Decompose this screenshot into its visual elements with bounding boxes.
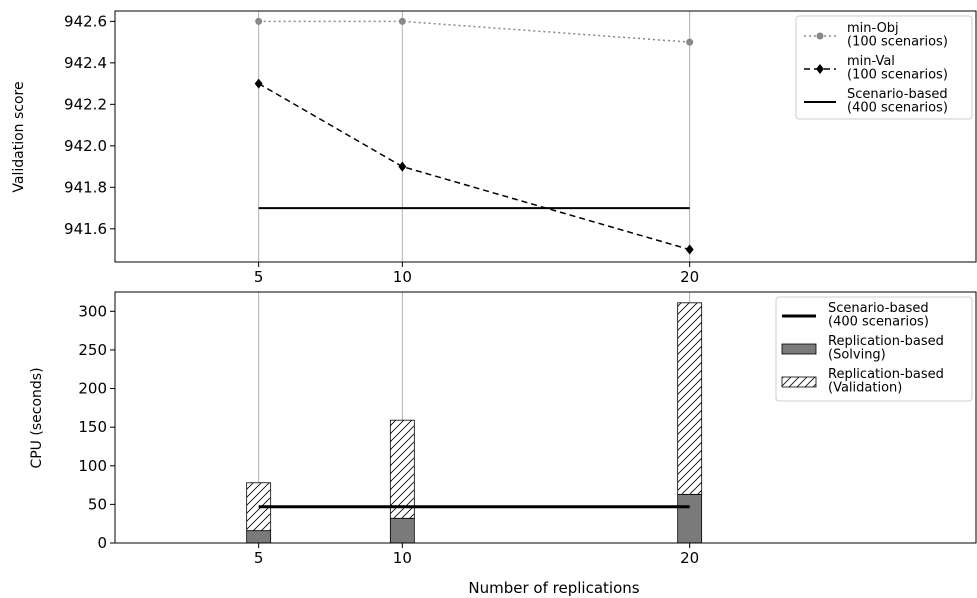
top-legend-label-2: Scenario-based (400 scenarios)	[847, 87, 948, 116]
solving-bar	[677, 493, 703, 544]
min-val-point	[398, 161, 407, 172]
bottom-x-tick-label: 20	[680, 549, 699, 567]
top-x-ticks: 5 10 20	[254, 262, 699, 286]
min-obj-point	[398, 17, 406, 25]
bottom-y-tick-label: 100	[78, 457, 107, 475]
top-legend-marker	[816, 32, 824, 40]
min-val-point	[254, 78, 263, 89]
bottom-x-tick-label: 10	[393, 549, 412, 567]
bottom-legend-swatch-validation	[781, 376, 817, 388]
top-y-tick-label: 942.4	[64, 54, 107, 72]
bottom-y-axis-label: CPU (seconds)	[29, 367, 45, 468]
x-axis-label: Number of replications	[468, 579, 639, 597]
top-y-axis-label: Validation score	[11, 81, 27, 192]
cpu-panel: 0 50 100 150 200 250 300 5 10 20 CPU (seconds) N…	[29, 291, 977, 597]
series-line-0	[258, 20, 690, 43]
top-legend-label-1: min-Val (100 scenarios)	[847, 54, 948, 83]
top-y-ticks: 941.6 941.8 942.0 942.2 942.4 942.6	[64, 12, 115, 238]
solving-bar	[246, 530, 272, 544]
top-y-tick-label: 942.6	[64, 12, 107, 30]
bottom-y-tick-label: 0	[97, 534, 107, 552]
series-line-1	[258, 82, 690, 251]
bottom-legend-box	[775, 296, 973, 402]
bottom-y-ticks: 0 50 100 150 200 250 300	[78, 302, 115, 552]
validation-bar	[677, 302, 703, 495]
top-x-tick-label: 20	[680, 268, 699, 286]
bottom-legend-swatch-solving	[781, 343, 817, 355]
validation-score-panel: 941.6 941.8 942.0 942.2 942.4 942.6 5 10 20 Val…	[11, 10, 977, 286]
top-x-tick-label: 10	[393, 268, 412, 286]
top-legend-marker	[816, 64, 824, 74]
bottom-legend-label-2: Replication-based (Validation)	[828, 367, 944, 396]
bottom-y-tick-label: 50	[88, 495, 107, 513]
top-plot-frame	[114, 10, 977, 263]
top-y-tick-label: 941.6	[64, 220, 107, 238]
bottom-legend: Scenario-based (400 scenarios) Replication…	[775, 296, 973, 402]
top-legend-label-0: min-Obj (100 scenarios)	[847, 21, 948, 50]
validation-bar	[389, 419, 415, 519]
solving-bar	[389, 517, 415, 544]
top-legend-box	[795, 15, 973, 120]
bottom-y-tick-label: 200	[78, 380, 107, 398]
bottom-x-tick-label: 5	[254, 549, 264, 567]
bottom-y-tick-label: 150	[78, 418, 107, 436]
bottom-plot-frame	[114, 291, 977, 544]
min-obj-point	[255, 17, 263, 25]
bottom-y-tick-label: 300	[78, 302, 107, 320]
top-y-tick-label: 942.2	[64, 95, 107, 113]
top-y-tick-label: 941.8	[64, 178, 107, 196]
top-x-tick-label: 5	[254, 268, 264, 286]
min-val-point	[685, 244, 694, 255]
top-series	[254, 17, 694, 255]
bottom-legend-label-0: Scenario-based (400 scenarios)	[828, 301, 929, 330]
min-obj-point	[686, 38, 694, 46]
top-legend: min-Obj (100 scenarios) min-Val (100 scenar…	[795, 15, 973, 120]
bottom-x-ticks: 5 10 20	[254, 543, 699, 567]
top-y-tick-label: 942.0	[64, 137, 107, 155]
top-grid	[258, 11, 691, 262]
bottom-legend-label-1: Replication-based (Solving)	[828, 334, 944, 363]
bottom-y-tick-label: 250	[78, 341, 107, 359]
